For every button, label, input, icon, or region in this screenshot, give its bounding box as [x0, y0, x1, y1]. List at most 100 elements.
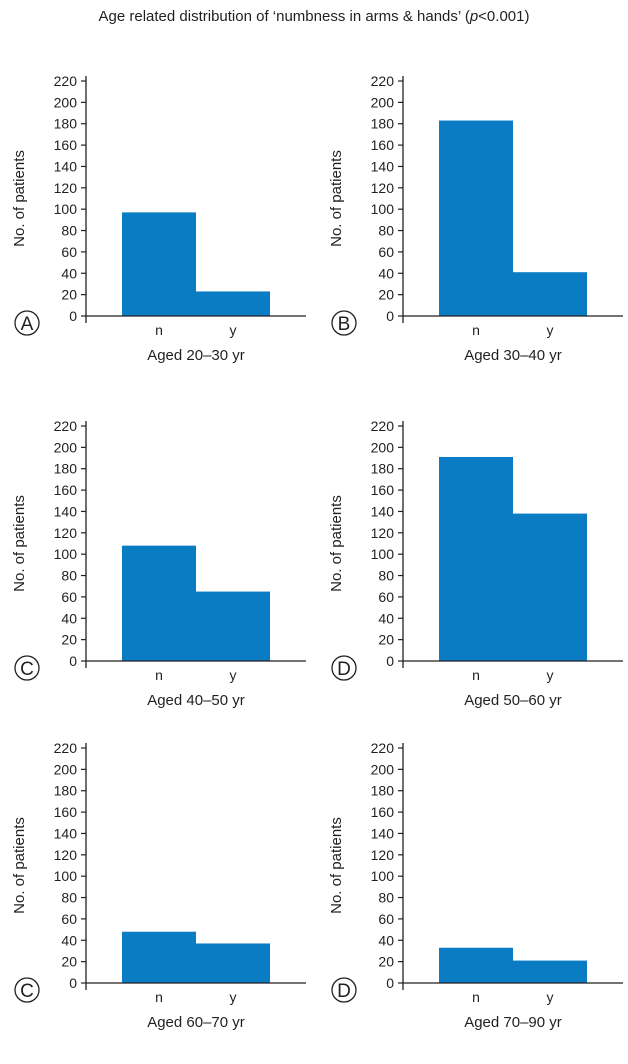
x-tick-label: n — [155, 989, 163, 1005]
y-tick-label: 200 — [54, 94, 78, 110]
y-tick-label: 80 — [378, 223, 394, 239]
y-tick-label: 140 — [54, 825, 78, 841]
y-tick-label: 200 — [54, 761, 78, 777]
y-tick-label: 80 — [61, 568, 77, 584]
panel-letter: C — [20, 981, 34, 1002]
y-tick-label: 120 — [371, 847, 395, 863]
y-tick-label: 180 — [54, 461, 78, 477]
y-tick-label: 180 — [371, 116, 395, 132]
panel-letter-circle — [14, 310, 40, 336]
x-tick-label: y — [230, 989, 237, 1005]
y-tick-label: 40 — [61, 265, 77, 281]
title-text: Age related distribution of ‘numbness in… — [98, 8, 470, 25]
y-tick-label: 100 — [371, 868, 395, 884]
bar-n — [122, 931, 196, 983]
y-tick-label: 120 — [371, 180, 395, 196]
x-tick-label: n — [472, 322, 480, 338]
y-tick-label: 120 — [54, 847, 78, 863]
bar-n — [122, 212, 196, 316]
panel-letter: D — [337, 981, 351, 1002]
x-tick-label: y — [230, 667, 237, 683]
y-tick-label: 220 — [54, 418, 78, 434]
y-tick-label: 220 — [54, 740, 78, 756]
y-tick-label: 160 — [371, 482, 395, 498]
x-tick-label: n — [155, 667, 163, 683]
y-tick-label: 220 — [371, 73, 395, 89]
chart-panel-5: 0 20 40 60 80 100 120 140 160 180 200 220 n y Aged 60–… — [11, 740, 306, 1031]
y-tick-label: 160 — [54, 804, 78, 820]
y-tick-label: 100 — [54, 201, 78, 217]
panel-letter: B — [338, 314, 351, 335]
panel-letter-circle — [331, 310, 357, 336]
chart-panel-1: 0 20 40 60 80 100 120 140 160 180 200 220 n y Aged 20–… — [11, 73, 306, 364]
y-tick-label: 60 — [378, 244, 394, 260]
bar-n — [439, 456, 513, 661]
x-tick-label: y — [547, 989, 554, 1005]
bar-n — [439, 947, 513, 983]
y-tick-label: 40 — [61, 932, 77, 948]
y-tick-label: 200 — [371, 439, 395, 455]
bar-y — [513, 960, 587, 983]
y-axis-label: No. of patients — [11, 495, 28, 592]
bar-y — [196, 291, 270, 316]
y-tick-label: 80 — [61, 890, 77, 906]
y-tick-label: 60 — [378, 589, 394, 605]
y-tick-label: 80 — [61, 223, 77, 239]
y-tick-label: 200 — [371, 94, 395, 110]
panel-letter-circle — [14, 655, 40, 681]
y-tick-label: 20 — [61, 287, 77, 303]
y-tick-label: 180 — [371, 461, 395, 477]
chart-panel-3: 0 20 40 60 80 100 120 140 160 180 200 220 n y Aged 40–… — [11, 418, 306, 709]
bar-y — [196, 943, 270, 983]
y-tick-label: 20 — [61, 954, 77, 970]
x-tick-label: y — [547, 667, 554, 683]
figure-title: Age related distribution of ‘numbness in… — [0, 8, 628, 25]
y-tick-label: 20 — [61, 632, 77, 648]
y-axis-label: No. of patients — [328, 150, 345, 247]
y-tick-label: 140 — [371, 825, 395, 841]
y-tick-label: 220 — [371, 740, 395, 756]
y-tick-label: 40 — [61, 610, 77, 626]
x-axis-label: Aged 40–50 yr — [147, 692, 245, 709]
y-tick-label: 0 — [386, 975, 394, 991]
y-tick-label: 0 — [69, 308, 77, 324]
x-tick-label: n — [472, 989, 480, 1005]
y-tick-label: 180 — [54, 783, 78, 799]
y-tick-label: 20 — [378, 632, 394, 648]
panel-letter-circle — [331, 977, 357, 1003]
y-tick-label: 80 — [378, 568, 394, 584]
y-tick-label: 0 — [386, 653, 394, 669]
y-tick-label: 180 — [371, 783, 395, 799]
panel-letter: C — [20, 659, 34, 680]
y-tick-label: 160 — [54, 137, 78, 153]
y-tick-label: 140 — [54, 158, 78, 174]
y-tick-label: 160 — [54, 482, 78, 498]
x-axis-label: Aged 70–90 yr — [464, 1014, 562, 1031]
y-tick-label: 20 — [378, 954, 394, 970]
y-axis-label: No. of patients — [328, 817, 345, 914]
panel-letter-circle — [14, 977, 40, 1003]
y-tick-label: 160 — [371, 137, 395, 153]
x-tick-label: n — [472, 667, 480, 683]
bar-n — [439, 120, 513, 316]
y-tick-label: 0 — [69, 975, 77, 991]
y-tick-label: 60 — [61, 911, 77, 927]
panel-letter-circle — [331, 655, 357, 681]
y-axis-label: No. of patients — [11, 817, 28, 914]
title-text-end: <0.001) — [478, 8, 530, 25]
y-tick-label: 120 — [54, 180, 78, 196]
y-tick-label: 60 — [61, 244, 77, 260]
panel-letter: A — [21, 314, 34, 335]
y-axis-label: No. of patients — [328, 495, 345, 592]
y-tick-label: 100 — [371, 546, 395, 562]
x-tick-label: y — [230, 322, 237, 338]
y-tick-label: 220 — [54, 73, 78, 89]
y-tick-label: 200 — [371, 761, 395, 777]
bar-y — [513, 272, 587, 316]
chart-panel-4: 0 20 40 60 80 100 120 140 160 180 200 220 n y Aged 50–… — [328, 418, 623, 709]
y-tick-label: 60 — [378, 911, 394, 927]
x-axis-label: Aged 60–70 yr — [147, 1014, 245, 1031]
y-tick-label: 140 — [371, 158, 395, 174]
y-tick-label: 140 — [371, 503, 395, 519]
y-tick-label: 120 — [54, 525, 78, 541]
